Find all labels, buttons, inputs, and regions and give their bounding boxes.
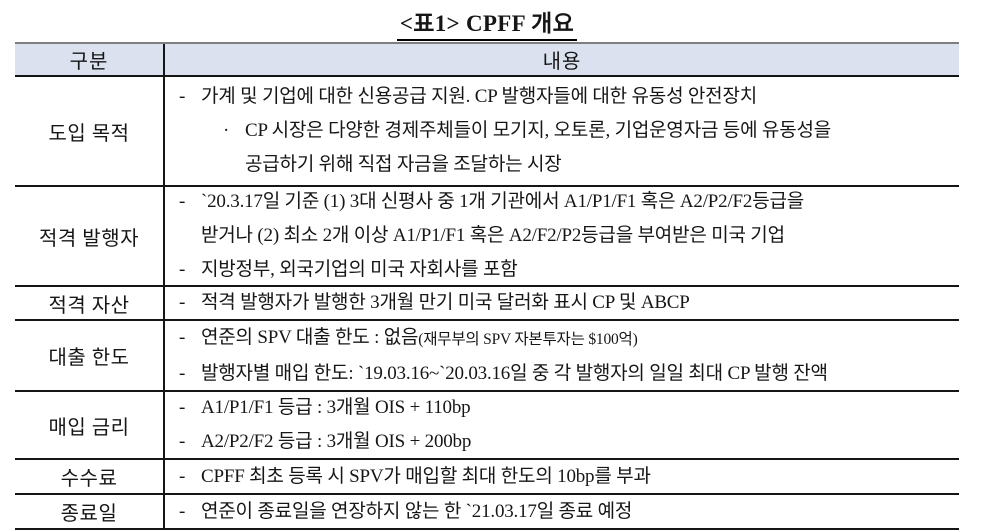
row-label: 대출 한도: [15, 321, 165, 390]
content-line: - A1/P1/F1 등급 : 3개월 OIS + 110bp: [179, 392, 959, 425]
header-category: 구분: [15, 44, 165, 75]
row-content: - 연준의 SPV 대출 한도 : 없음 (재무부의 SPV 자본투자는 $10…: [165, 321, 959, 390]
row-content: - 가계 및 기업에 대한 신용공급 지원. CP 발행자들에 대한 유동성 안…: [165, 77, 959, 185]
line-text: CPFF 최초 등록 시 SPV가 매입할 최대 한도의 10bp를 부과: [201, 465, 651, 487]
bullet-marker: -: [179, 500, 186, 522]
row-label: 종료일: [15, 495, 165, 528]
line-text: 연준의 SPV 대출 한도 : 없음: [201, 326, 419, 348]
row-label: 적격 발행자: [15, 187, 165, 285]
content-line: - 지방정부, 외국기업의 미국 자회사를 포함: [179, 253, 959, 285]
cpff-overview-table: 구분 내용 도입 목적 - 가계 및 기업에 대한 신용공급 지원. CP 발행…: [15, 42, 959, 530]
bullet-marker: [223, 148, 245, 182]
bullet-marker: -: [179, 191, 186, 212]
line-text: A1/P1/F1 등급 : 3개월 OIS + 110bp: [201, 397, 471, 418]
table-header-row: 구분 내용: [15, 44, 959, 77]
line-text-small: (재무부의 SPV 자본투자는 $100억): [418, 330, 638, 348]
line-text: 가계 및 기업에 대한 신용공급 지원. CP 발행자들에 대한 유동성 안전장…: [201, 86, 758, 107]
bullet-marker: [179, 219, 201, 253]
row-label: 적격 자산: [15, 287, 165, 319]
line-text: 적격 발행자가 발행한 3개월 만기 미국 달러화 표시 CP 및 ABCP: [201, 292, 690, 313]
content-line: - CPFF 최초 등록 시 SPV가 매입할 최대 한도의 10bp를 부과: [179, 460, 959, 493]
line-text: 발행자별 매입 한도: `19.03.16~`20.03.16일 중 각 발행자…: [201, 362, 828, 384]
line-text: 받거나 (2) 최소 2개 이상 A1/P1/F1 혹은 A2/F2/P2등급을…: [201, 225, 785, 246]
table-row: 적격 자산 - 적격 발행자가 발행한 3개월 만기 미국 달러화 표시 CP …: [15, 287, 959, 321]
table-row: 매입 금리 - A1/P1/F1 등급 : 3개월 OIS + 110bp - …: [15, 392, 959, 460]
line-text: 공급하기 위해 직접 자금을 조달하는 시장: [245, 154, 562, 175]
line-text: A2/P2/F2 등급 : 3개월 OIS + 200bp: [201, 431, 472, 452]
row-content: - `20.3.17일 기준 (1) 3대 신평사 중 1개 기관에서 A1/P…: [165, 187, 959, 285]
bullet-marker: -: [179, 259, 186, 280]
header-content: 내용: [542, 51, 582, 73]
line-text: 연준이 종료일을 연장하지 않는 한 `21.03.17일 종료 예정: [201, 500, 633, 522]
dot-marker: ·: [223, 120, 230, 141]
content-line: - 연준이 종료일을 연장하지 않는 한 `21.03.17일 종료 예정: [179, 495, 959, 528]
bullet-marker: -: [179, 431, 186, 452]
table-row: 적격 발행자 - `20.3.17일 기준 (1) 3대 신평사 중 1개 기관…: [15, 187, 959, 287]
row-content: - 연준이 종료일을 연장하지 않는 한 `21.03.17일 종료 예정: [165, 495, 959, 528]
content-line: · CP 시장은 다양한 경제주체들이 모기지, 오토론, 기업운영자금 등에 …: [223, 114, 959, 148]
bullet-marker: -: [179, 86, 186, 107]
line-text: CP 시장은 다양한 경제주체들이 모기지, 오토론, 기업운영자금 등에 유동…: [245, 120, 832, 141]
line-text: `20.3.17일 기준 (1) 3대 신평사 중 1개 기관에서 A1/P1/…: [201, 191, 805, 212]
bullet-marker: -: [179, 326, 186, 348]
content-line: - 적격 발행자가 발행한 3개월 만기 미국 달러화 표시 CP 및 ABCP: [179, 287, 959, 319]
page-title: <표1> CPFF 개요: [396, 4, 578, 41]
content-line: - `20.3.17일 기준 (1) 3대 신평사 중 1개 기관에서 A1/P…: [179, 187, 959, 219]
bullet-marker: -: [179, 465, 186, 487]
line-text: 지방정부, 외국기업의 미국 자회사를 포함: [201, 259, 518, 280]
bullet-marker: -: [179, 397, 186, 418]
bullet-marker: -: [179, 292, 186, 313]
row-label: 도입 목적: [15, 77, 165, 185]
table-row: 대출 한도 - 연준의 SPV 대출 한도 : 없음 (재무부의 SPV 자본투…: [15, 321, 959, 392]
row-label: 매입 금리: [15, 392, 165, 458]
content-line: - 발행자별 매입 한도: `19.03.16~`20.03.16일 중 각 발…: [179, 357, 959, 391]
table-row: 종료일 - 연준이 종료일을 연장하지 않는 한 `21.03.17일 종료 예…: [15, 495, 959, 530]
row-content: - A1/P1/F1 등급 : 3개월 OIS + 110bp - A2/P2/…: [165, 392, 959, 458]
table-row: 수수료 - CPFF 최초 등록 시 SPV가 매입할 최대 한도의 10bp를…: [15, 460, 959, 495]
content-line: - A2/P2/F2 등급 : 3개월 OIS + 200bp: [179, 425, 959, 458]
row-label: 수수료: [15, 460, 165, 493]
content-line: 공급하기 위해 직접 자금을 조달하는 시장: [223, 148, 959, 182]
content-line: 받거나 (2) 최소 2개 이상 A1/P1/F1 혹은 A2/F2/P2등급을…: [179, 219, 959, 253]
title-container: <표1> CPFF 개요: [15, 4, 959, 41]
bullet-marker: -: [179, 362, 186, 384]
row-content: - CPFF 최초 등록 시 SPV가 매입할 최대 한도의 10bp를 부과: [165, 460, 959, 493]
content-line: - 연준의 SPV 대출 한도 : 없음 (재무부의 SPV 자본투자는 $10…: [179, 321, 959, 357]
table-row: 도입 목적 - 가계 및 기업에 대한 신용공급 지원. CP 발행자들에 대한…: [15, 77, 959, 187]
content-line: - 가계 및 기업에 대한 신용공급 지원. CP 발행자들에 대한 유동성 안…: [179, 80, 959, 114]
row-content: - 적격 발행자가 발행한 3개월 만기 미국 달러화 표시 CP 및 ABCP: [165, 287, 959, 319]
